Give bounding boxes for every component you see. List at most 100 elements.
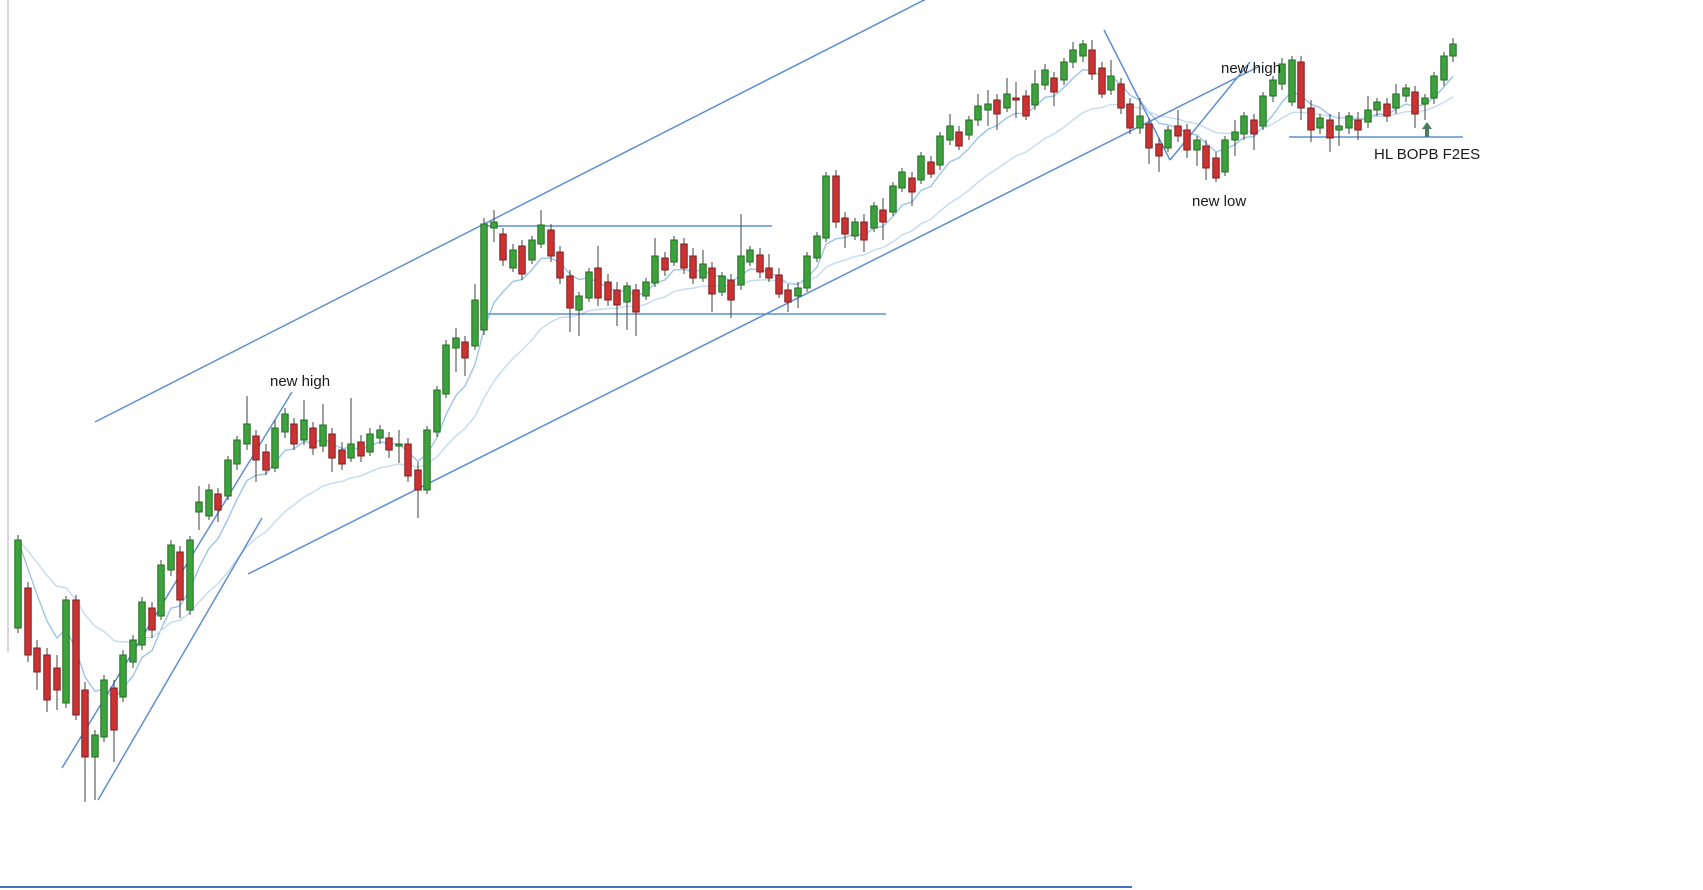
candle-up <box>157 564 165 617</box>
candle-up <box>395 443 403 447</box>
candle-up <box>1402 87 1410 97</box>
candle-up <box>851 221 859 237</box>
candle-up <box>822 175 830 239</box>
candle-up <box>528 239 536 261</box>
candle-down <box>547 229 555 257</box>
candle-up <box>1364 109 1372 123</box>
candle-down <box>328 433 336 459</box>
candle-up <box>984 103 992 111</box>
candle-up <box>1288 59 1296 103</box>
candle-up <box>898 171 906 189</box>
candle-down <box>1098 67 1106 95</box>
candle-up <box>1430 75 1438 99</box>
candle-down <box>632 289 640 313</box>
candle-down <box>879 209 887 223</box>
candle-down <box>613 289 621 306</box>
candle-up <box>1392 93 1400 109</box>
candle-down <box>24 587 32 656</box>
channel-lower-trendline[interactable] <box>247 65 1261 575</box>
candle-down <box>1088 49 1096 75</box>
candle-up <box>1136 115 1144 129</box>
candle-up <box>195 501 203 513</box>
candle-down <box>689 255 697 279</box>
candle-up <box>100 679 108 738</box>
candle-up <box>300 419 308 441</box>
candle-down <box>110 687 118 731</box>
candle-up <box>803 255 811 289</box>
candle-down <box>290 423 298 445</box>
candle-down <box>81 689 89 758</box>
candle-up <box>480 223 488 331</box>
candle-down <box>1411 91 1419 115</box>
candle-up <box>1031 83 1039 106</box>
candle-up <box>1240 115 1248 135</box>
candle-down <box>1050 77 1058 93</box>
candle-down <box>1383 103 1391 117</box>
candle-down <box>1145 123 1153 149</box>
candle-down <box>338 449 346 465</box>
annotation-new-low: new low <box>1192 193 1247 210</box>
candle-down <box>414 469 422 491</box>
candle-up <box>347 443 355 459</box>
candle-up <box>1164 129 1172 149</box>
candle-up <box>746 249 754 263</box>
candle-down <box>908 177 916 193</box>
candle-up <box>1003 93 1011 109</box>
candle-up <box>14 539 22 629</box>
candle-up <box>1345 115 1353 129</box>
candle-up <box>91 734 99 758</box>
candle-up <box>376 429 384 439</box>
candle-up <box>490 221 498 229</box>
candle-up <box>129 639 137 663</box>
candle-down <box>680 243 688 269</box>
candle-up <box>271 427 279 469</box>
candle-up <box>794 287 802 297</box>
left-steep-trendline-2[interactable] <box>97 517 263 801</box>
candle-down <box>556 251 564 279</box>
annotation-new-high-right: new high <box>1221 60 1282 77</box>
candle-down <box>499 233 507 261</box>
candle-up <box>917 155 925 181</box>
candle-down <box>1307 107 1315 131</box>
candle-down <box>1126 103 1134 129</box>
candle-up <box>1373 101 1381 111</box>
candle-up <box>281 413 289 433</box>
candle-down <box>661 257 669 271</box>
candle-up <box>1231 131 1239 141</box>
candle-up <box>889 185 897 213</box>
candle-up <box>1259 95 1267 127</box>
candle-up <box>1107 75 1115 91</box>
candle-up <box>1269 79 1277 97</box>
candle-down <box>1117 83 1125 109</box>
candle-down <box>1174 125 1182 137</box>
candle-down <box>1354 119 1362 131</box>
candle-down <box>756 254 764 273</box>
candle-up <box>1449 43 1457 57</box>
candle-up <box>699 263 707 279</box>
candle-up <box>1193 139 1201 151</box>
candle-down <box>860 221 868 241</box>
candle-up <box>1060 61 1068 81</box>
candle-up <box>813 235 821 259</box>
candle-down <box>775 274 783 295</box>
candle-down <box>1326 119 1334 139</box>
candle-down <box>566 275 574 309</box>
candle-up <box>670 239 678 263</box>
candle-up <box>433 389 441 433</box>
candle-up <box>537 224 545 245</box>
candle-up <box>585 271 593 299</box>
candle-up <box>452 337 460 349</box>
candle-down <box>927 161 935 175</box>
candle-up <box>623 285 631 303</box>
candle-down <box>1022 95 1030 117</box>
candle-down <box>1212 157 1220 179</box>
candle-up <box>1335 125 1343 131</box>
candle-down <box>252 435 260 461</box>
candle-up <box>1221 139 1229 173</box>
candle-down <box>1012 97 1020 101</box>
channel-upper-trendline[interactable] <box>94 0 932 423</box>
candle-down <box>993 99 1001 115</box>
decline-trendline[interactable] <box>1103 29 1171 161</box>
